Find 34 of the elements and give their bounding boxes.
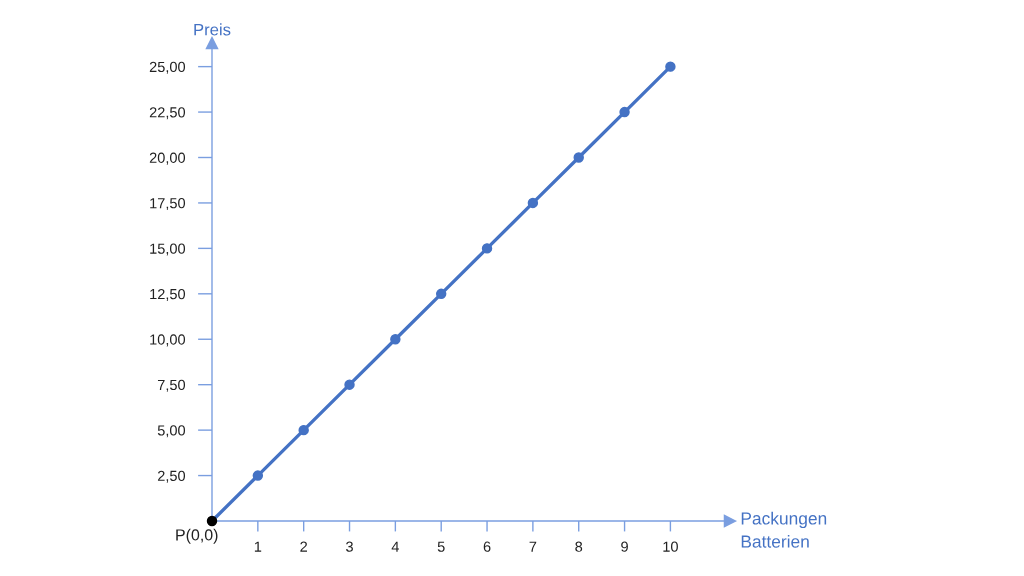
y-tick-label: 25,00 [149,61,186,74]
point [573,152,584,163]
x-tick-label: 9 [621,541,628,552]
y-tick-label: 7,50 [157,379,186,392]
point [619,106,630,118]
point [435,288,447,300]
annotation: P(0,0) [176,528,218,544]
y-tick-label: 5,00 [157,425,186,438]
point [665,61,676,72]
point [206,515,218,527]
x-tick-label: 4 [391,541,399,552]
y-tick-label: 22,50 [149,107,186,120]
x-tick-label: 7 [529,541,537,552]
x-tick-label: 2 [300,541,307,552]
point [252,470,264,481]
point [390,334,401,345]
point [527,197,539,209]
point [481,243,493,254]
y-tick-label: 20,00 [149,152,186,165]
y-tick-label: 12,50 [150,288,186,301]
x-tick-label: 10 [663,541,678,552]
x-tick-label: 3 [346,541,353,552]
x-tick-label: 8 [575,541,583,552]
x-tick-label: 6 [483,541,491,552]
y-axis-title: Preis [194,23,231,36]
x-axis-title: Packungen Batterien [741,511,827,548]
x-tick-label: 5 [437,541,445,552]
y-tick-label: 15,00 [150,243,186,256]
y-tick-label: 17,50 [150,198,186,211]
y-tick-label: 2,50 [157,470,186,483]
point [344,379,355,390]
point [298,424,309,436]
y-tick-label: 10,00 [150,334,186,347]
x-tick-label: 1 [254,541,262,552]
